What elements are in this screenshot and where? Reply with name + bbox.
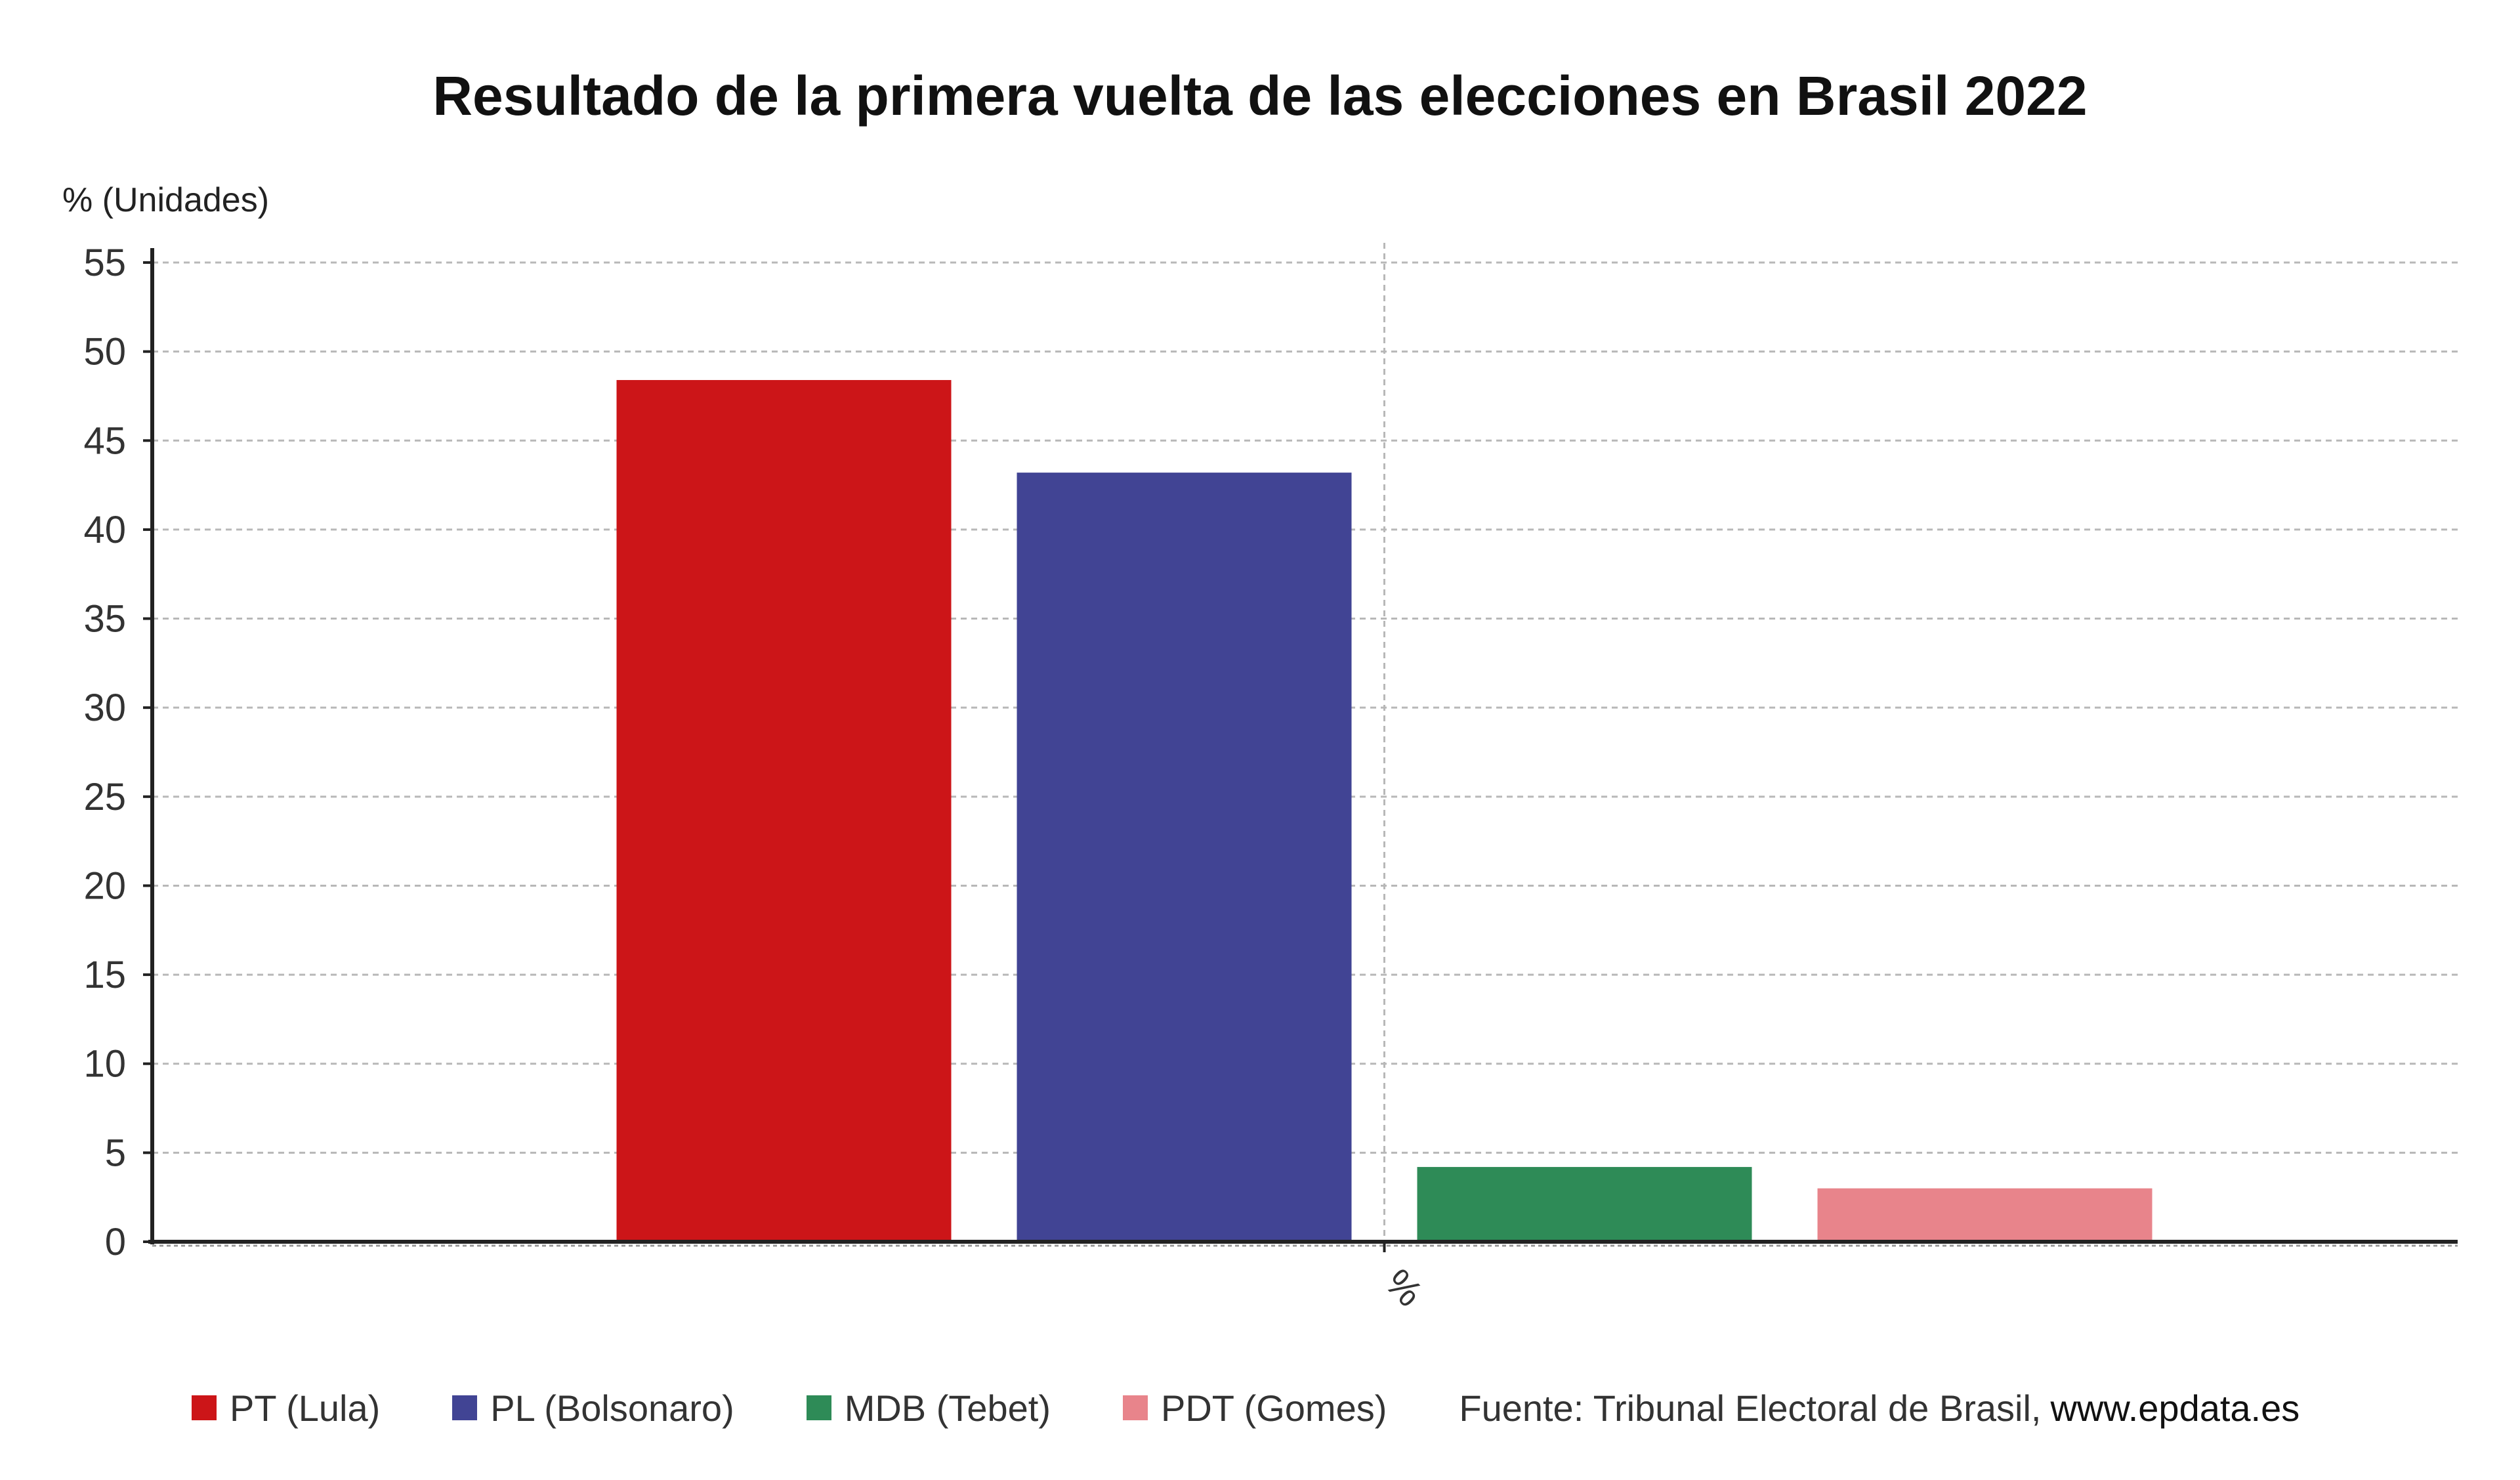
y-tick-label: 50 [83, 331, 126, 373]
legend-label: PL (Bolsonaro) [490, 1387, 734, 1429]
source-label: Fuente: Tribunal Electoral de Brasil, [1459, 1387, 2042, 1429]
legend-label: MDB (Tebet) [844, 1387, 1051, 1429]
bar [616, 380, 952, 1242]
legend-label: PDT (Gomes) [1161, 1387, 1387, 1429]
y-tick-label: 40 [83, 509, 126, 551]
legend-item: PT (Lula) [192, 1387, 380, 1429]
y-tick-label: 55 [83, 242, 126, 284]
source-link[interactable]: www.epdata.es [2050, 1387, 2300, 1429]
y-tick-label: 35 [83, 598, 126, 641]
axes [148, 248, 2458, 1247]
y-tick-label: 25 [83, 776, 126, 818]
chart-title: Resultado de la primera vuelta de las el… [432, 65, 2088, 127]
legend-swatch [192, 1395, 217, 1420]
y-tick-label: 30 [83, 687, 126, 729]
bar [1817, 1188, 2152, 1242]
y-tick-label: 0 [105, 1221, 126, 1263]
legend-label: PT (Lula) [230, 1387, 381, 1429]
source-note: Fuente: Tribunal Electoral de Brasil, ww… [1459, 1387, 2300, 1429]
legend-item: MDB (Tebet) [806, 1387, 1051, 1429]
legend-swatch [1123, 1395, 1148, 1420]
y-axis-label: % (Unidades) [62, 181, 269, 219]
x-axis-ticks: % [1377, 1242, 1431, 1315]
y-tick-label: 10 [83, 1043, 126, 1086]
bars [616, 380, 2152, 1242]
legend-swatch [452, 1395, 478, 1420]
y-axis-ticks: 0 5 10 15 20 25 30 35 40 45 50 55 [83, 242, 152, 1263]
gridlines [152, 243, 2458, 1242]
legend-item: PL (Bolsonaro) [452, 1387, 734, 1429]
y-tick-label: 5 [105, 1131, 126, 1174]
y-tick-label: 20 [83, 864, 126, 907]
legend: PT (Lula) PL (Bolsonaro) MDB (Tebet) PDT (G… [192, 1382, 2300, 1434]
x-tick-label: % [1377, 1261, 1431, 1315]
legend-item: PDT (Gomes) [1123, 1387, 1387, 1429]
legend-swatch [806, 1395, 831, 1420]
bar [1417, 1167, 1752, 1242]
y-tick-label: 15 [83, 954, 126, 996]
y-tick-label: 45 [83, 419, 126, 462]
bar [1017, 473, 1352, 1242]
